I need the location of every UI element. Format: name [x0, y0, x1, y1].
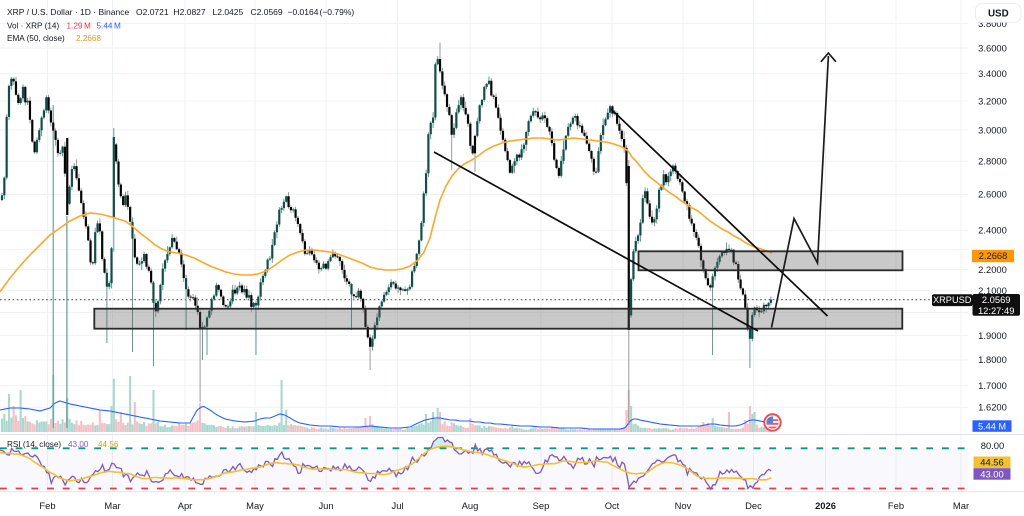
svg-text:XRP / U.S. Dollar · 1D · Binan: XRP / U.S. Dollar · 1D · Binance: [7, 7, 129, 17]
svg-text:2026: 2026: [815, 500, 836, 511]
svg-text:1.29: 1.29: [67, 21, 83, 30]
svg-text:2.8000: 2.8000: [978, 155, 1007, 166]
svg-text:−0.0164: −0.0164: [288, 7, 319, 17]
svg-text:M: M: [84, 21, 91, 30]
svg-text:Mar: Mar: [104, 500, 120, 511]
svg-text:M: M: [114, 21, 121, 30]
svg-text:Jul: Jul: [392, 500, 404, 511]
svg-text:1.8000: 1.8000: [978, 354, 1007, 365]
svg-text:USD: USD: [988, 9, 1009, 20]
svg-text:C2.0569: C2.0569: [251, 7, 283, 17]
svg-text:3.8000: 3.8000: [978, 18, 1007, 29]
svg-text:Mar: Mar: [953, 500, 969, 511]
svg-text:3.2000: 3.2000: [978, 95, 1007, 106]
svg-text:Feb: Feb: [888, 500, 904, 511]
svg-text:1.6200: 1.6200: [978, 402, 1007, 413]
svg-text:5.44 M: 5.44 M: [978, 421, 1006, 431]
svg-text:2.2668: 2.2668: [979, 250, 1008, 261]
svg-text:2.2668: 2.2668: [76, 34, 101, 43]
svg-text:2.1000: 2.1000: [978, 285, 1007, 296]
svg-text:2.4000: 2.4000: [978, 225, 1007, 236]
svg-text:Jun: Jun: [318, 500, 333, 511]
svg-text:Nov: Nov: [675, 500, 692, 511]
svg-text:44.56: 44.56: [980, 457, 1003, 468]
svg-text:(−0.79%): (−0.79%): [320, 7, 355, 17]
svg-text:O2.0721: O2.0721: [136, 7, 169, 17]
svg-text:2.6000: 2.6000: [978, 189, 1007, 200]
svg-text:Sep: Sep: [533, 500, 550, 511]
svg-text:Oct: Oct: [605, 500, 620, 511]
svg-text:Feb: Feb: [39, 500, 55, 511]
svg-text:Aug: Aug: [462, 500, 479, 511]
svg-text:80.00: 80.00: [981, 440, 1004, 451]
svg-text:43.00: 43.00: [980, 468, 1003, 479]
svg-text:1.9000: 1.9000: [978, 330, 1007, 341]
svg-text:L2.0425: L2.0425: [213, 7, 244, 17]
svg-text:XRPUSD: XRPUSD: [933, 295, 972, 305]
svg-text:Vol · XRP (14): Vol · XRP (14): [7, 21, 59, 30]
svg-text:5.44: 5.44: [97, 21, 113, 30]
svg-text:RSI (14, close): RSI (14, close): [7, 440, 61, 449]
svg-text:3.6000: 3.6000: [978, 42, 1007, 53]
svg-text:May: May: [246, 500, 264, 511]
svg-text:Dec: Dec: [745, 500, 762, 511]
svg-text:2.2000: 2.2000: [978, 264, 1007, 275]
svg-text:12:27:49: 12:27:49: [978, 305, 1015, 316]
svg-text:3.0000: 3.0000: [978, 124, 1007, 135]
svg-text:H2.0827: H2.0827: [174, 7, 206, 17]
svg-text:44.56: 44.56: [98, 440, 119, 449]
svg-text:Apr: Apr: [178, 500, 193, 511]
svg-text:3.4000: 3.4000: [978, 68, 1007, 79]
svg-text:1.7000: 1.7000: [978, 380, 1007, 391]
svg-text:2.0569: 2.0569: [982, 294, 1011, 305]
svg-text:EMA (50, close): EMA (50, close): [7, 34, 65, 43]
svg-text:43.00: 43.00: [68, 440, 89, 449]
